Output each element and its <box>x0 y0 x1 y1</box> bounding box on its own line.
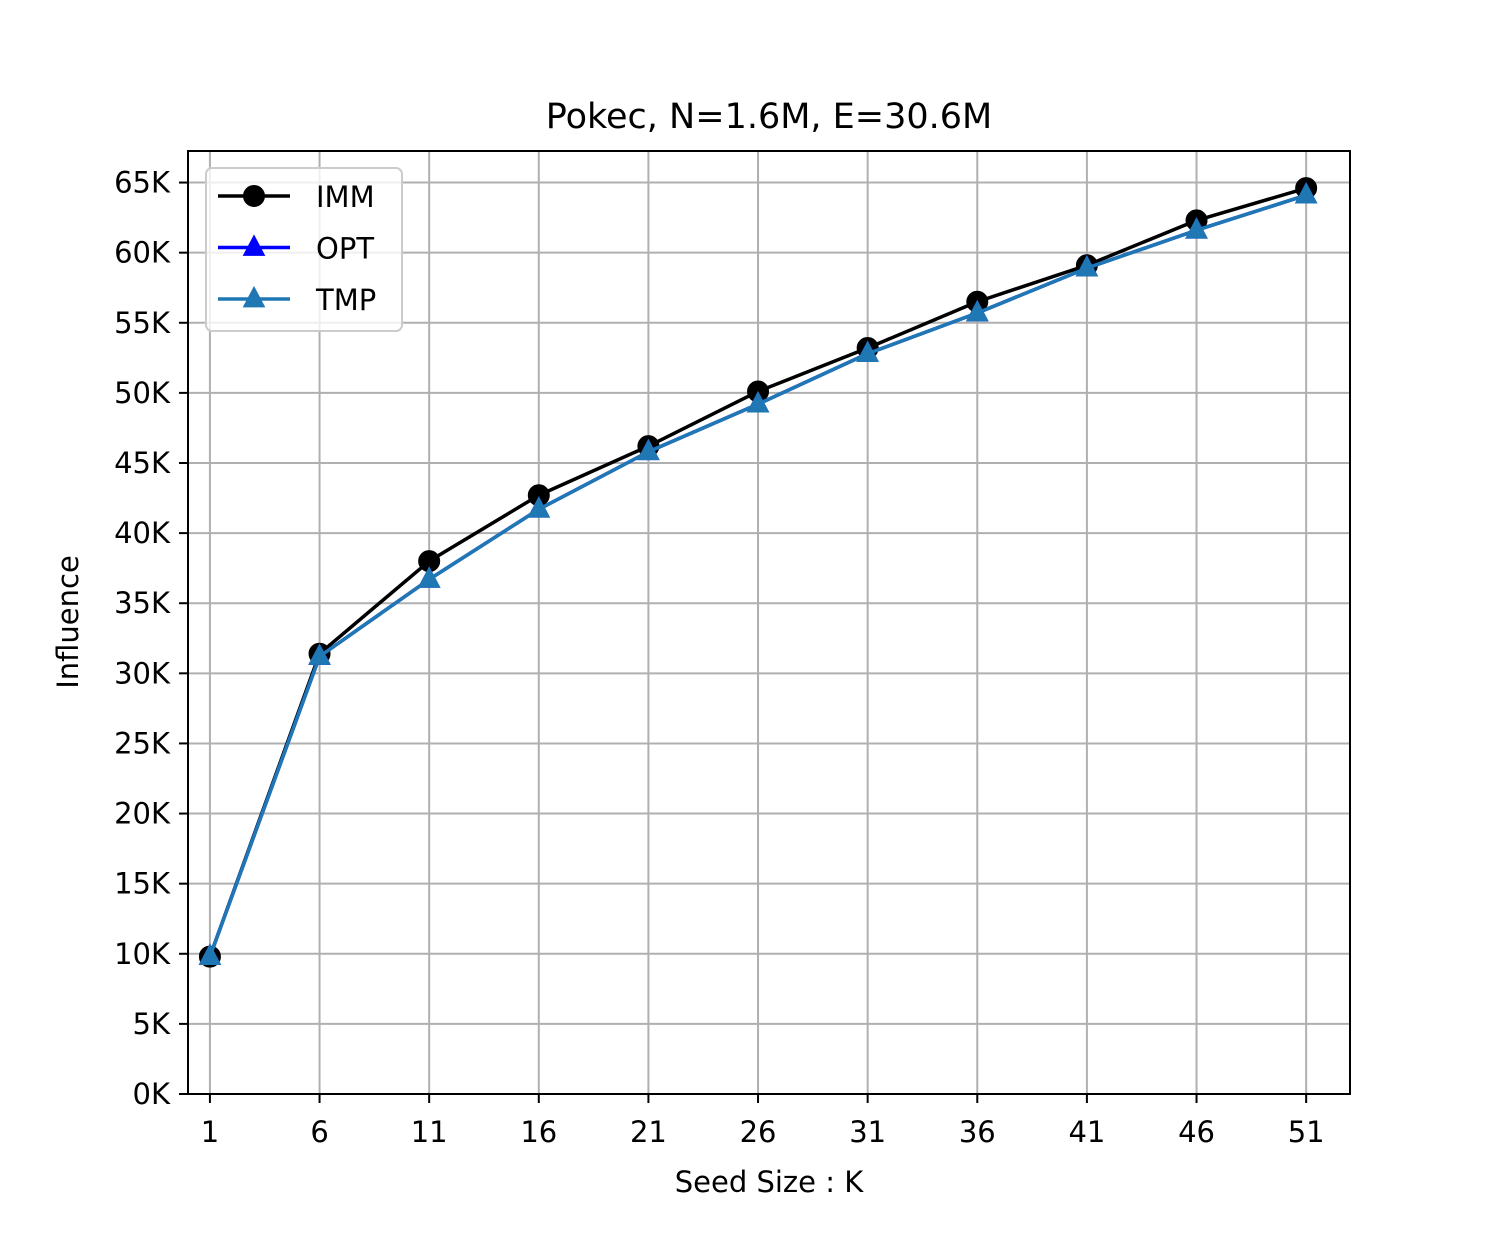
legend-marker-opt <box>242 234 266 256</box>
data-point-tmp <box>198 943 222 965</box>
x-tick-label: 51 <box>1288 1115 1325 1149</box>
y-tick-label: 20K <box>114 797 171 831</box>
chart-title: Pokec, N=1.6M, E=30.6M <box>546 97 993 137</box>
series-tmp <box>198 182 1318 965</box>
x-tick-label: 21 <box>630 1115 667 1149</box>
legend-label-imm: IMM <box>316 180 375 214</box>
data-point-tmp <box>308 643 331 665</box>
data-point-tmp <box>1075 254 1099 277</box>
x-tick-label: 11 <box>411 1115 448 1149</box>
x-tick-label: 16 <box>520 1115 557 1149</box>
legend-marker-imm <box>243 185 265 207</box>
y-tick-label: 45K <box>114 446 171 480</box>
data-point-tmp <box>965 299 989 322</box>
y-tick-label: 25K <box>114 726 171 760</box>
data-point-tmp <box>1294 182 1318 204</box>
plot-frame <box>187 150 1351 1095</box>
data-point-tmp <box>1185 217 1208 239</box>
x-tick-label: 46 <box>1178 1115 1215 1149</box>
legend-marker-tmp <box>242 285 266 308</box>
y-tick-label: 10K <box>114 937 171 971</box>
legend-label-opt: OPT <box>316 232 374 266</box>
x-tick-label: 6 <box>310 1115 328 1149</box>
legend: IMM OPT TMP <box>205 167 403 332</box>
y-tick-label: 65K <box>114 166 171 200</box>
data-point-tmp <box>856 340 879 362</box>
x-tick-label: 1 <box>201 1115 219 1149</box>
series-layer <box>198 177 1318 968</box>
ticks: 1 6 11 16 21 26 31 36 41 46 510K5K10K15K20K25K30K3… <box>114 166 1325 1149</box>
y-tick-label: 5K <box>133 1007 171 1041</box>
legend-label-tmp: TMP <box>315 283 376 317</box>
y-tick-label: 40K <box>114 516 171 550</box>
y-axis-label: Influence <box>51 555 85 689</box>
y-tick-label: 0K <box>133 1077 171 1111</box>
data-point-tmp <box>417 566 441 588</box>
y-tick-label: 55K <box>114 306 171 340</box>
x-tick-label: 41 <box>1068 1115 1105 1149</box>
y-tick-label: 30K <box>114 656 171 690</box>
y-tick-label: 35K <box>114 586 171 620</box>
x-tick-label: 36 <box>959 1115 996 1149</box>
grid <box>188 151 1350 1095</box>
y-tick-label: 60K <box>114 236 171 270</box>
data-point-tmp <box>527 496 551 518</box>
x-axis-label: Seed Size : K <box>675 1165 864 1199</box>
data-point-tmp <box>746 390 770 413</box>
y-tick-label: 15K <box>114 867 171 901</box>
data-point-tmp <box>637 438 660 461</box>
x-tick-label: 26 <box>740 1115 777 1149</box>
y-tick-label: 50K <box>114 376 171 410</box>
x-tick-label: 31 <box>849 1115 886 1149</box>
